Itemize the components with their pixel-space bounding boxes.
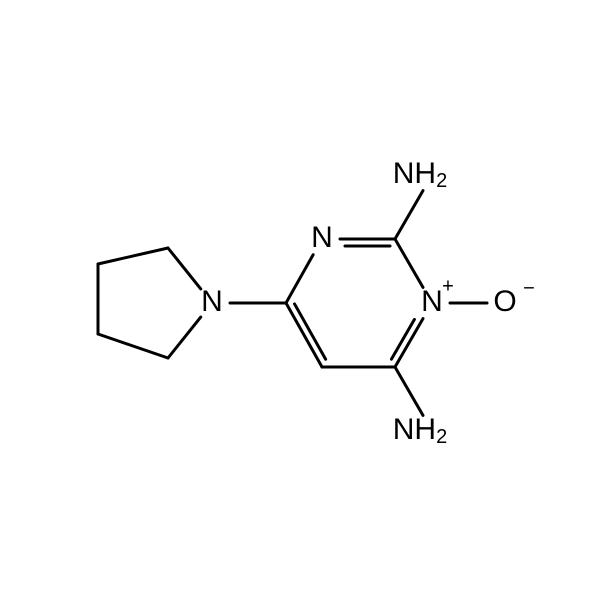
svg-text:N: N xyxy=(201,285,223,318)
bond xyxy=(286,255,313,303)
chemical-structure: NN+NNH2NH2O− xyxy=(0,0,600,600)
atom-py_n: N xyxy=(201,285,223,318)
svg-text:NH2: NH2 xyxy=(393,157,447,192)
bond xyxy=(395,239,423,287)
atom-nh2_4: NH2 xyxy=(393,413,447,448)
bond xyxy=(395,191,423,239)
bond xyxy=(168,248,201,289)
atom-r_n1: N xyxy=(311,221,333,254)
bond xyxy=(98,334,168,358)
bond xyxy=(168,317,201,358)
bond xyxy=(98,248,168,264)
bond xyxy=(395,367,423,415)
svg-text:O: O xyxy=(493,285,516,318)
atom-nh2_2: NH2 xyxy=(393,157,447,192)
atom-r_n3: N+ xyxy=(421,275,454,318)
bond xyxy=(286,303,322,367)
atom-o: O− xyxy=(493,277,535,318)
charge: + xyxy=(442,275,454,297)
charge: − xyxy=(523,277,535,299)
bond xyxy=(295,304,326,359)
svg-text:N: N xyxy=(421,285,443,318)
svg-text:N: N xyxy=(311,221,333,254)
svg-text:NH2: NH2 xyxy=(393,413,447,448)
